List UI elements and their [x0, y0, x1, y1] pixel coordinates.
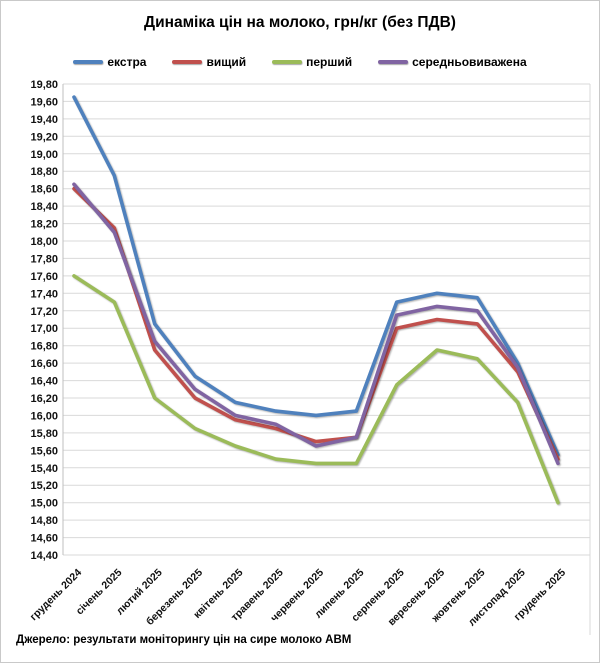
y-axis-tick-label: 15,80 [30, 428, 58, 440]
y-axis-tick-label: 19,00 [30, 149, 58, 161]
y-axis-tick-label: 19,20 [30, 131, 58, 143]
y-axis-tick-label: 17,80 [30, 253, 58, 265]
legend-label: перший [306, 55, 353, 69]
legend-item-serednovyvazhena: середньовиважена [378, 55, 527, 69]
chart-title: Динаміка цін на молоко, грн/кг (без ПДВ) [144, 14, 456, 31]
line-swatch-icon [378, 60, 409, 64]
y-axis-tick-label: 18,60 [30, 184, 58, 196]
y-axis-tick-label: 16,60 [30, 358, 58, 370]
y-axis-tick-label: 17,40 [30, 288, 58, 300]
legend-label: вищий [206, 55, 247, 69]
line-swatch-icon [272, 60, 303, 64]
y-axis-tick-label: 16,20 [30, 393, 58, 405]
y-axis-tick-label: 16,40 [30, 376, 58, 388]
series-line-середньовиважена [72, 182, 560, 466]
legend-label: екстра [107, 55, 147, 69]
y-axis-tick-label: 15,40 [30, 463, 58, 475]
y-axis-tick-label: 18,20 [30, 219, 58, 231]
source-note: Джерело: результати моніторингу цін на с… [16, 634, 352, 646]
y-axis-tick-label: 18,40 [30, 201, 58, 213]
legend-item-ekstra: екстра [73, 55, 146, 69]
series-line-екстра [72, 95, 560, 457]
legend-item-vyshchyi: вищий [172, 55, 246, 69]
y-axis-tick-label: 19,60 [30, 96, 58, 108]
chart-legend: екстра вищий перший середньовиважена [1, 55, 599, 69]
line-swatch-icon [172, 60, 203, 64]
legend-label: середньовиважена [412, 55, 527, 69]
y-axis-tick-label: 17,60 [30, 271, 58, 283]
y-axis-tick-label: 17,00 [30, 323, 58, 335]
y-axis-tick-label: 19,40 [30, 114, 58, 126]
series-line-перший [72, 274, 560, 505]
y-axis-tick-label: 18,00 [30, 236, 58, 248]
y-axis-tick-label: 18,80 [30, 166, 58, 178]
y-axis-tick-label: 15,20 [30, 480, 58, 492]
y-axis-tick-label: 19,80 [30, 79, 58, 91]
y-axis-tick-label: 14,40 [30, 550, 58, 562]
y-axis-tick-label: 16,80 [30, 341, 58, 353]
y-axis-tick-label: 16,00 [30, 410, 58, 422]
series-line-вищий [72, 186, 560, 461]
y-axis-tick-label: 14,80 [30, 515, 58, 527]
legend-item-pershyi: перший [272, 55, 352, 69]
y-axis-tick-label: 14,60 [30, 533, 58, 545]
y-axis-tick-label: 15,00 [30, 498, 58, 510]
line-swatch-icon [73, 60, 104, 64]
y-axis-tick-label: 17,20 [30, 306, 58, 318]
y-axis-tick-label: 15,60 [30, 445, 58, 457]
x-axis-tick-label: грудень 2024 [28, 567, 85, 624]
